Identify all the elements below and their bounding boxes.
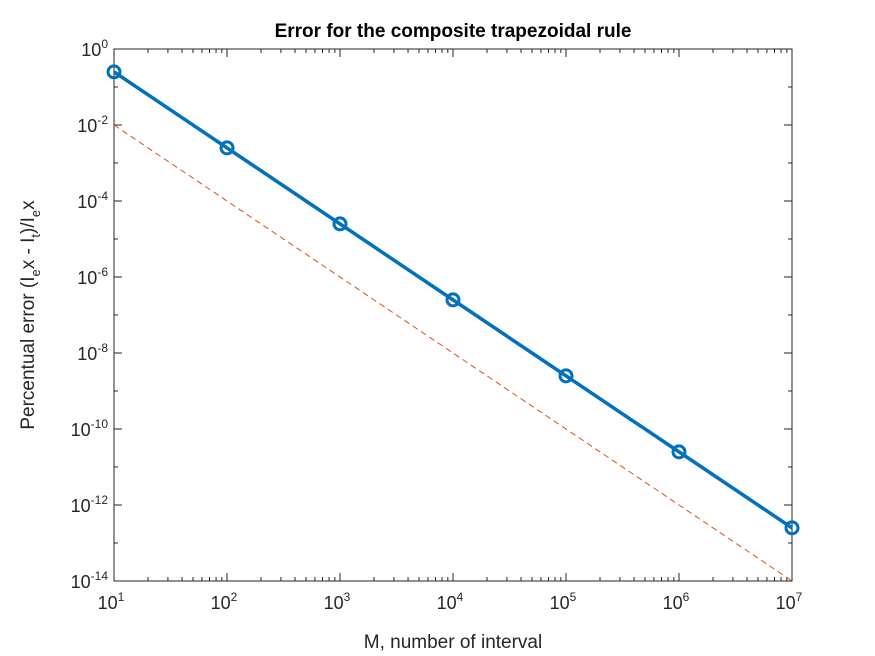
x-tick-label: 107 xyxy=(776,590,803,613)
error-data-point xyxy=(558,368,574,384)
plot-area xyxy=(113,48,793,582)
x-axis-label: M, number of interval xyxy=(364,632,542,653)
error-series-line xyxy=(113,70,793,530)
x-tick-label: 106 xyxy=(663,590,690,613)
x-axis-ticks: 101 102 103 104 105 106 107 xyxy=(98,49,803,613)
error-data-point xyxy=(219,140,235,156)
series-layer xyxy=(106,64,800,582)
x-tick-label: 102 xyxy=(211,590,238,613)
y-axis-ticks: 100 10-2 10-4 10-6 10-8 10-10 10-12 10-14 xyxy=(71,37,792,592)
x-tick-label: 101 xyxy=(98,590,125,613)
y-tick-label: 10-2 xyxy=(77,113,108,136)
chart-title: Error for the composite trapezoidal rule xyxy=(275,21,632,42)
error-data-point xyxy=(332,216,348,232)
error-data-point xyxy=(106,64,122,80)
reference-dashed-line xyxy=(113,124,793,582)
error-data-point xyxy=(445,292,461,308)
y-tick-label: 10-8 xyxy=(77,341,108,364)
x-tick-label: 105 xyxy=(550,590,577,613)
x-tick-label: 103 xyxy=(324,590,351,613)
error-data-point xyxy=(784,520,800,536)
error-data-point xyxy=(671,444,687,460)
y-tick-label: 10-14 xyxy=(71,569,109,592)
y-tick-label: 10-4 xyxy=(77,189,108,212)
y-tick-label: 10-12 xyxy=(71,493,109,516)
y-tick-label: 100 xyxy=(81,37,108,60)
y-tick-label: 10-6 xyxy=(77,265,108,288)
y-axis-label: Percentual error (Iex - It)/Iex xyxy=(18,200,43,430)
x-tick-label: 104 xyxy=(437,590,464,613)
y-tick-label: 10-10 xyxy=(71,417,109,440)
